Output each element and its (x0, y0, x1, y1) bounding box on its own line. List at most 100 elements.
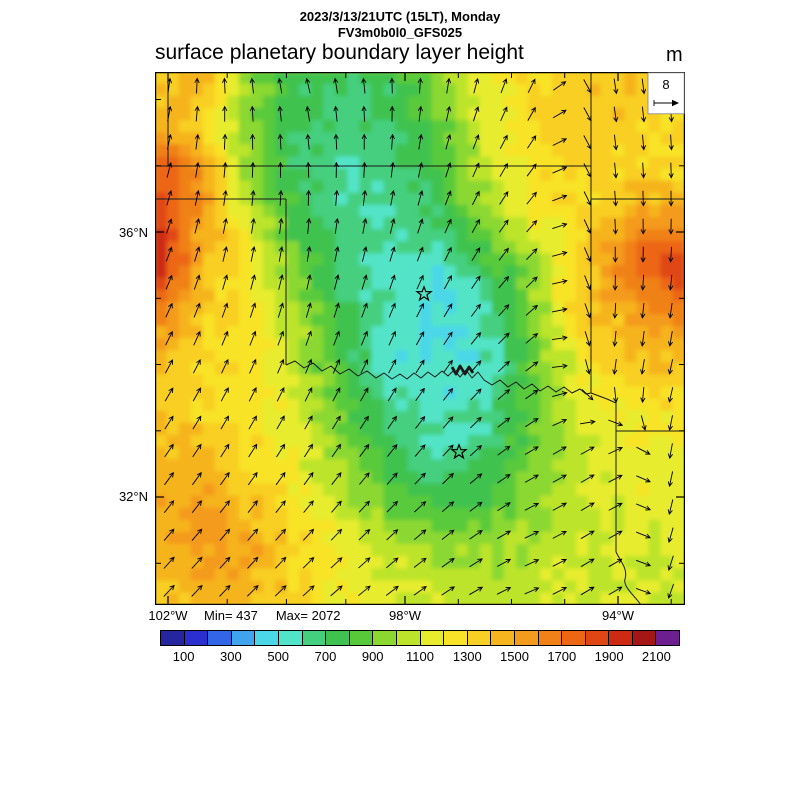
field-cell (648, 144, 685, 158)
colorbar-segment (325, 630, 350, 646)
field-cell (443, 253, 469, 267)
field-cell (155, 107, 192, 121)
wind-arrow (222, 189, 228, 206)
wind-arrow (498, 219, 509, 233)
wind-arrow (192, 471, 202, 486)
field-cell (612, 568, 638, 582)
wind-arrow (221, 77, 228, 94)
wind-arrow (470, 360, 482, 373)
field-cell (516, 398, 541, 412)
field-cell (383, 519, 433, 533)
field-cell (624, 241, 638, 255)
wind-arrow (612, 190, 619, 207)
wind-arrow (332, 387, 341, 402)
field-cell (214, 483, 228, 497)
field-cell (564, 435, 601, 448)
field-cell (214, 459, 240, 473)
wind-arrow (194, 161, 200, 178)
field-cell (395, 435, 421, 448)
field-cell (359, 204, 397, 218)
wind-arrow (552, 166, 568, 174)
wind-arrow (249, 302, 257, 318)
field-cell (395, 398, 409, 412)
field-cell (214, 120, 240, 133)
field-cell (407, 483, 493, 497)
field-cell (299, 313, 312, 327)
field-cell (155, 120, 180, 133)
field-cell (528, 313, 541, 327)
wind-arrow (583, 107, 592, 122)
wind-arrow (163, 584, 175, 597)
wind-arrow (552, 418, 568, 427)
wind-arrow (247, 556, 259, 569)
wind-arrow (415, 359, 425, 374)
field-cell (636, 120, 650, 133)
colorbar-segment (348, 630, 374, 646)
field-cell (178, 241, 192, 255)
field-cell (287, 217, 324, 230)
field-cell (503, 229, 529, 242)
field-cell (552, 556, 565, 569)
field-cell (455, 338, 505, 351)
wind-arrow (414, 501, 427, 513)
field-cell (190, 519, 228, 533)
field-cell (419, 326, 469, 339)
field-cell (503, 204, 529, 218)
field-cell (287, 447, 300, 460)
field-cell (528, 289, 553, 303)
field-cell (335, 435, 349, 448)
field-cell (202, 156, 216, 170)
wind-arrow (191, 584, 203, 597)
field-cell (612, 265, 638, 279)
field-cell (467, 204, 493, 218)
field-cell (564, 301, 601, 315)
field-cell (299, 265, 312, 279)
wind-arrow (470, 303, 481, 317)
wind-arrow (581, 389, 594, 401)
wind-arrow (552, 194, 568, 202)
field-cell (226, 156, 240, 170)
wind-arrow (667, 443, 673, 460)
wind-arrow (334, 189, 340, 206)
field-cell (491, 277, 517, 291)
field-cell (407, 95, 433, 109)
field-cell (202, 326, 216, 339)
field-cell (226, 144, 252, 158)
field-cell (335, 568, 373, 582)
field-cell (251, 507, 264, 521)
field-cell (467, 217, 481, 230)
field-cell (323, 398, 336, 412)
field-cell (407, 180, 421, 194)
wind-arrow (552, 587, 568, 595)
field-cell (263, 326, 276, 339)
field-cell (202, 313, 216, 327)
wind-arrow (222, 133, 228, 150)
field-cell (516, 253, 541, 267)
field-cell (395, 556, 409, 569)
field-cell (311, 531, 324, 545)
field-cell (190, 180, 204, 194)
field-cell (431, 580, 553, 594)
field-cell (624, 410, 650, 424)
wind-arrow (469, 445, 483, 457)
wind-arrow (165, 359, 173, 374)
field-cell (263, 229, 276, 242)
field-cell (479, 313, 505, 327)
field-cell (275, 338, 288, 351)
field-cell (311, 410, 349, 424)
field-cell (516, 507, 553, 521)
field-cell (166, 132, 204, 146)
field-cell (190, 289, 216, 303)
field-cell (275, 72, 349, 85)
field-cell (600, 592, 650, 605)
wind-arrow (194, 218, 201, 234)
field-cell (359, 507, 373, 521)
field-cell (214, 568, 228, 582)
field-cell (624, 144, 650, 158)
field-cell (263, 204, 276, 218)
field-cell (624, 350, 638, 364)
field-cell (371, 83, 385, 97)
wind-arrow (277, 77, 283, 94)
field-cell (455, 120, 469, 133)
field-cell (371, 338, 421, 351)
